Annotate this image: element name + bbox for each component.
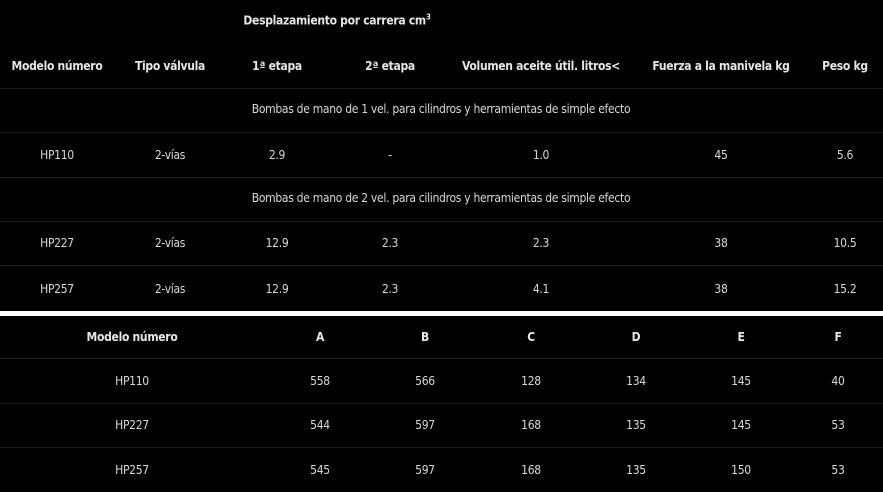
row-divider <box>0 403 883 404</box>
table-cell: 38 <box>714 236 728 250</box>
row-divider <box>0 221 883 222</box>
table-cell: 15.2 <box>833 282 857 296</box>
row-divider <box>0 177 883 178</box>
table-cell: 168 <box>521 418 541 432</box>
table-cell: 135 <box>626 418 646 432</box>
table-cell: 597 <box>415 463 435 477</box>
table-cell: 38 <box>714 282 728 296</box>
table-cell: - <box>388 148 392 162</box>
table-cell: 53 <box>831 418 845 432</box>
table-cell: 128 <box>521 374 541 388</box>
table-cell: HP227 <box>40 236 74 250</box>
table-cell: 4.1 <box>532 282 550 296</box>
table-separator <box>0 311 883 316</box>
table-cell: 145 <box>731 418 751 432</box>
table-cell: 2.9 <box>268 148 286 162</box>
table-cell: 45 <box>714 148 728 162</box>
group-header: Desplazamiento por carrera cm3 <box>243 12 431 28</box>
row-divider <box>0 358 883 359</box>
table-cell: 558 <box>310 374 330 388</box>
table-cell: 150 <box>731 463 751 477</box>
column-header: Modelo número <box>11 59 103 73</box>
table-cell: HP257 <box>40 282 74 296</box>
table-cell: 145 <box>731 374 751 388</box>
table-cell: 168 <box>521 463 541 477</box>
column-header: Tipo válvula <box>134 59 206 73</box>
table-cell: 2-vías <box>154 236 186 250</box>
table-cell: HP110 <box>40 148 74 162</box>
row-divider <box>0 88 883 89</box>
table-cell: HP227 <box>115 418 149 432</box>
row-divider <box>0 132 883 133</box>
group-header-sup: 3 <box>425 12 431 22</box>
table-cell: 2-vías <box>154 282 186 296</box>
table-cell: 545 <box>310 463 330 477</box>
table-cell: 134 <box>626 374 646 388</box>
column-header: Modelo número <box>86 330 178 344</box>
table-cell: 12.9 <box>265 236 289 250</box>
table-cell: 597 <box>415 418 435 432</box>
table-cell: 135 <box>626 463 646 477</box>
column-header: A <box>315 330 325 344</box>
column-header: F <box>834 330 842 344</box>
table-cell: 2.3 <box>381 236 399 250</box>
row-divider <box>0 447 883 448</box>
column-header: E <box>737 330 745 344</box>
table-cell: 2-vías <box>154 148 186 162</box>
group-header-text: Desplazamiento por carrera cm <box>243 13 426 28</box>
table-cell: 1.0 <box>532 148 550 162</box>
table-cell: 40 <box>831 374 845 388</box>
table-cell: 566 <box>415 374 435 388</box>
column-header: Fuerza a la manivela kg <box>652 59 790 73</box>
column-header: 2ª etapa <box>365 59 415 73</box>
table-cell: 12.9 <box>265 282 289 296</box>
table-cell: 2.3 <box>381 282 399 296</box>
table-cell: 10.5 <box>833 236 857 250</box>
row-divider <box>0 265 883 266</box>
column-header: Peso kg <box>822 59 868 73</box>
section-title: Bombas de mano de 1 vel. para cilindros … <box>251 102 631 116</box>
column-header: 1ª etapa <box>252 59 302 73</box>
table-cell: 544 <box>310 418 330 432</box>
table-cell: HP110 <box>115 374 149 388</box>
section-title: Bombas de mano de 2 vel. para cilindros … <box>251 191 631 205</box>
column-header: Volumen aceite útil. litros< <box>462 59 620 73</box>
table-cell: 53 <box>831 463 845 477</box>
column-header: C <box>527 330 535 344</box>
table-cell: 2.3 <box>532 236 550 250</box>
column-header: D <box>631 330 641 344</box>
table-cell: HP257 <box>115 463 149 477</box>
column-header: B <box>421 330 429 344</box>
table-cell: 5.6 <box>836 148 854 162</box>
